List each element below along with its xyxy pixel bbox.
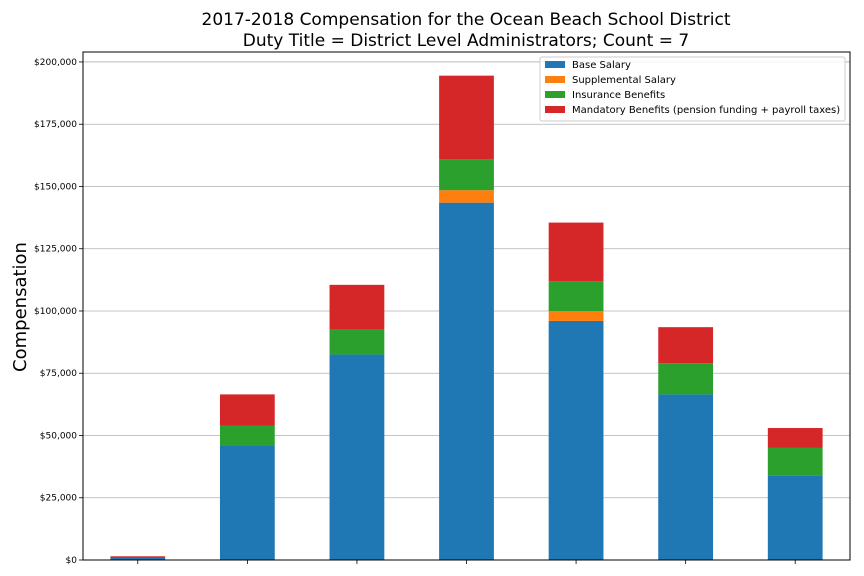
legend-entry: Base Salary [572,60,631,71]
bar-segment [658,394,714,560]
y-tick-label: $175,000 [34,120,77,130]
bar-segment [548,320,604,560]
plot-frame [82,51,851,561]
y-tick-label: $0 [66,556,78,566]
bar-segment [219,425,275,446]
bar-segment [439,190,494,203]
legend-entry: Mandatory Benefits (pension funding + pa… [572,105,840,116]
bar-segment [548,222,604,282]
bar-segment [767,475,823,560]
bar-segment [329,284,385,330]
legend-entry: Insurance Benefits [572,90,665,101]
bar-segment [439,202,494,560]
bar-segment [658,327,714,364]
y-tick-label: $25,000 [40,494,77,504]
y-tick-label: $50,000 [40,431,77,441]
bar-segment [658,363,714,395]
legend-swatch [545,106,565,113]
y-tick-label: $200,000 [34,58,77,68]
bar-segment [329,354,385,560]
y-axis-ticks: $0 $25,000 $50,000 $75,000 $100,000 $125,000 $… [34,58,83,566]
bars [110,75,823,560]
chart-title-line-2: Duty Title = District Level Administrato… [243,31,689,51]
legend-swatch [545,61,565,68]
legend-swatch [545,76,565,83]
legend: Base Salary Supplemental Salary Insurance … [539,56,846,122]
legend-swatch [545,91,565,98]
bar-segment [329,329,385,355]
bar-segment [767,428,823,448]
bar-segment [110,557,166,560]
y-tick-label: $100,000 [34,307,77,317]
legend-box [539,56,846,122]
bar-segment [219,445,275,560]
bar-segment [767,447,823,476]
bar-segment [439,159,494,191]
bar-segment [219,394,275,426]
legend-entry: Supplemental Salary [572,75,676,86]
y-tick-label: $150,000 [34,182,77,192]
y-tick-label: $75,000 [40,369,77,379]
axes [82,51,851,564]
bar-segment [548,281,604,311]
chart-title-line-1: 2017-2018 Compensation for the Ocean Bea… [202,10,731,30]
y-axis-label: Compensation [10,242,31,372]
bar-segment [548,310,604,321]
bar-segment [110,556,166,558]
y-tick-label: $125,000 [34,245,77,255]
bar-segment [439,75,494,160]
